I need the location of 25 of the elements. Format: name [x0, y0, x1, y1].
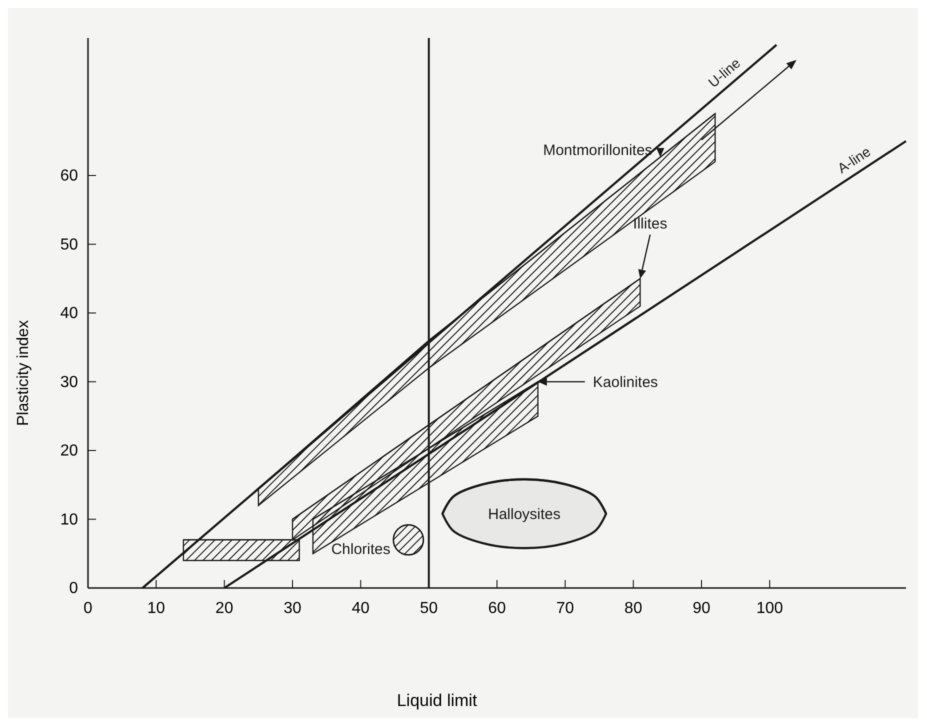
x-tick-label: 0: [84, 600, 93, 617]
x-tick-label: 60: [488, 600, 506, 617]
x-tick-label: 80: [624, 600, 642, 617]
series-label: Chlorites: [331, 540, 390, 558]
legend-label: Kaolinites: [592, 374, 658, 391]
y-tick-label: 40: [60, 305, 78, 322]
x-tick-label: 30: [284, 600, 302, 617]
y-axis-title: Plasticity index: [15, 320, 32, 426]
y-tick-label: 10: [60, 511, 78, 528]
x-tick-label: 40: [352, 600, 370, 617]
series-label: Montmorillonites: [543, 142, 652, 160]
x-tick-label: 10: [147, 600, 166, 617]
y-tick-label: 20: [60, 442, 78, 460]
text: Illites: [633, 216, 668, 233]
x-tick-label: 100: [756, 600, 784, 617]
x-tick-label: 20: [215, 600, 234, 617]
y-tick-label: 30: [60, 374, 78, 391]
x-tick-label: 70: [556, 600, 574, 617]
x-axis-title: Liquid limit: [396, 691, 478, 710]
y-tick-label: 0: [69, 580, 78, 597]
x-tick-label: 90: [692, 600, 710, 617]
series-label: Halloysites: [488, 506, 561, 523]
y-tick-label: 60: [60, 168, 78, 184]
x-tick-label: 50: [420, 600, 438, 617]
y-tick-label: 50: [60, 236, 78, 254]
